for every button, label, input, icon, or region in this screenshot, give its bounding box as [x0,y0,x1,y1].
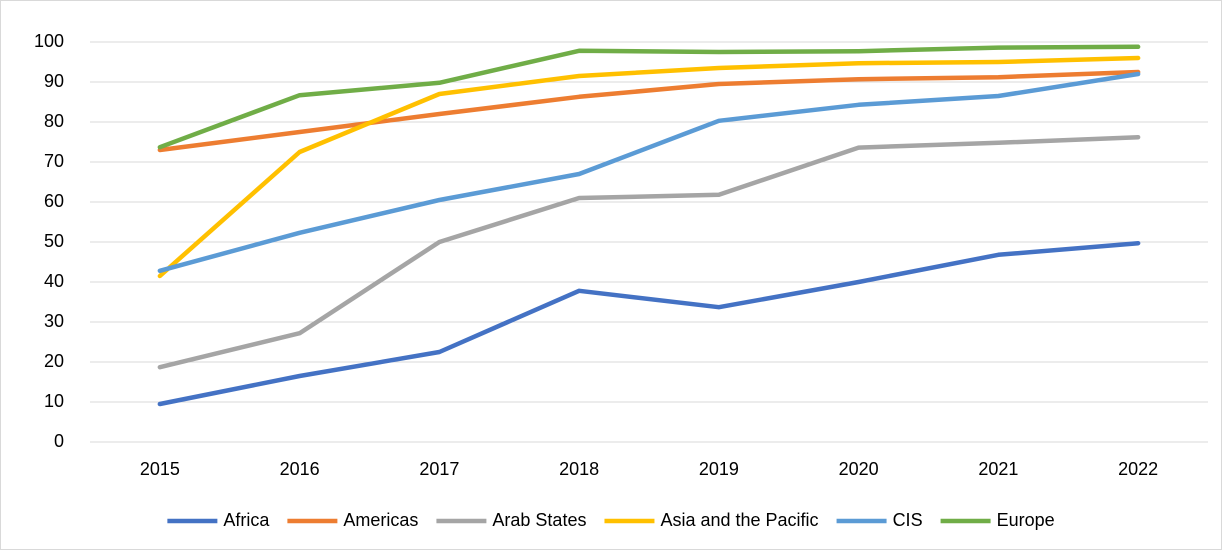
x-tick-label: 2015 [140,459,180,479]
x-tick-label: 2018 [559,459,599,479]
y-tick-label: 90 [44,71,64,91]
y-tick-label: 60 [44,191,64,211]
legend-label: Africa [223,510,270,530]
series-line [157,71,1141,274]
series-line [157,240,1141,407]
legend-label: Europe [997,510,1055,530]
legend-label: Americas [343,510,418,530]
y-tick-label: 30 [44,311,64,331]
series-line [157,55,1141,279]
y-tick-label: 0 [54,431,64,451]
y-tick-label: 80 [44,111,64,131]
y-tick-label: 10 [44,391,64,411]
y-tick-label: 40 [44,271,64,291]
legend-label: Arab States [492,510,586,530]
x-tick-label: 2016 [280,459,320,479]
x-tick-label: 2020 [839,459,879,479]
y-tick-label: 50 [44,231,64,251]
series-line [157,69,1141,153]
y-tick-label: 70 [44,151,64,171]
legend-label: Asia and the Pacific [660,510,818,530]
series-line [157,44,1141,150]
y-tick-label: 100 [34,31,64,51]
x-tick-label: 2019 [699,459,739,479]
x-tick-label: 2017 [419,459,459,479]
x-tick-label: 2022 [1118,459,1158,479]
legend-label: CIS [893,510,923,530]
series-line [157,134,1141,370]
x-tick-label: 2021 [978,459,1018,479]
y-tick-label: 20 [44,351,64,371]
